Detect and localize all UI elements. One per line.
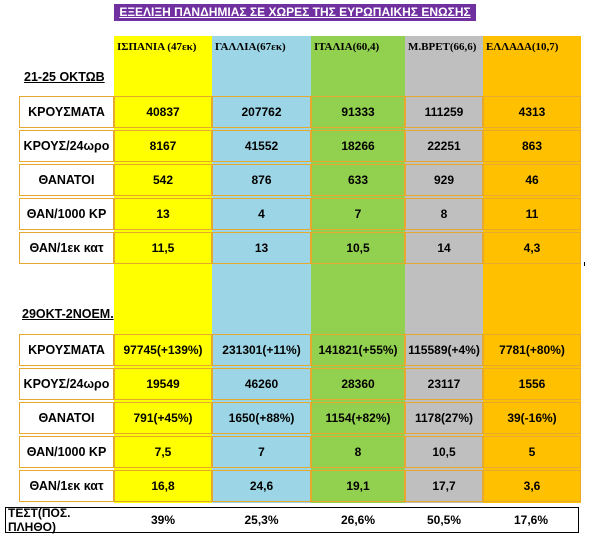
period1-row-label-cases: ΚΡΟΥΣΜΑΤΑ (19, 96, 114, 128)
period2-cases-24h-spain: 19549 (114, 368, 212, 400)
tests-value-france: 25,3% (244, 513, 279, 527)
tests-value-italy: 26,6% (340, 513, 376, 527)
period2-deaths-per-1000-cases-italy: 8 (311, 436, 405, 468)
period2-label: 29ΟΚΤ-2ΝΟΕΜ. (22, 307, 114, 321)
period2-deaths-per-1000-cases-spain: 7,5 (114, 436, 212, 468)
period2-deaths-uk: 1178(27%) (405, 402, 483, 434)
period1-cases-24h-italy: 18266 (311, 130, 405, 162)
tests-row-label: ΤΕΣΤ(ΠΟΣ. ΠΛΗΘΟ) (8, 506, 71, 534)
period1-deaths-per-million-spain: 11,5 (114, 232, 212, 264)
period1-cases-italy: 91333 (311, 96, 405, 128)
period1-cases-france: 207762 (212, 96, 311, 128)
period1-deaths-uk: 929 (405, 164, 483, 196)
country-header-greece: ΕΛΛΑΔΑ(10,7) (486, 41, 559, 53)
period2-deaths-per-million-greece: 3,6 (483, 470, 581, 502)
period2-deaths-per-million-uk: 17,7 (405, 470, 483, 502)
period1-cases-24h-france: 41552 (212, 130, 311, 162)
period1-cases-24h-greece: 863 (483, 130, 581, 162)
period2-row-label-deaths-per-1000-cases: ΘΑΝ/1000 ΚΡ (19, 436, 114, 468)
period1-deaths-per-1000-cases-uk: 8 (405, 198, 483, 230)
period2-deaths-per-1000-cases-france: 7 (212, 436, 311, 468)
period1-deaths-per-million-greece: 4,3 (483, 232, 581, 264)
period2-cases-24h-italy: 28360 (311, 368, 405, 400)
period2-deaths-greece: 39(-16%) (483, 402, 581, 434)
period2-cases-24h-greece: 1556 (483, 368, 581, 400)
period1-cases-24h-uk: 22251 (405, 130, 483, 162)
period1-deaths-per-million-uk: 14 (405, 232, 483, 264)
period1-row-label-deaths: ΘΑΝΑΤΟΙ (19, 164, 114, 196)
period1-row-label-deaths-per-1000-cases: ΘΑΝ/1000 ΚΡ (19, 198, 114, 230)
section-gap (114, 265, 581, 331)
tests-value-spain: 39% (150, 513, 176, 527)
period1-label: 21-25 ΟΚΤΩΒ (24, 70, 105, 84)
period1-deaths-greece: 46 (483, 164, 581, 196)
period2-cases-uk: 115589(+4%) (405, 334, 483, 366)
period1-row-label-deaths-per-million: ΘΑΝ/1εκ κατ (19, 232, 114, 264)
period1-deaths-italy: 633 (311, 164, 405, 196)
period2-deaths-per-1000-cases-uk: 10,5 (405, 436, 483, 468)
period2-cases-france: 231301(+11%) (212, 334, 311, 366)
period2-cases-24h-uk: 23117 (405, 368, 483, 400)
period1-deaths-per-million-italy: 10,5 (311, 232, 405, 264)
period1-deaths-per-million-france: 13 (212, 232, 311, 264)
country-header-uk: Μ.ΒΡΕΤ(66,6) (408, 41, 477, 53)
period2-deaths-per-million-italy: 19,1 (311, 470, 405, 502)
period1-deaths-per-1000-cases-france: 4 (212, 198, 311, 230)
period2-deaths-per-1000-cases-greece: 5 (483, 436, 581, 468)
period2-deaths-per-million-france: 24,6 (212, 470, 311, 502)
period1-deaths-per-1000-cases-italy: 7 (311, 198, 405, 230)
period2-deaths-spain: 791(+45%) (114, 402, 212, 434)
period1-deaths-spain: 542 (114, 164, 212, 196)
period2-deaths-france: 1650(+88%) (212, 402, 311, 434)
period2-row-label-cases-24h: ΚΡΟΥΣ/24ωρο (19, 368, 114, 400)
period2-row-label-deaths-per-million: ΘΑΝ/1εκ κατ (19, 470, 114, 502)
period2-row-label-cases: ΚΡΟΥΣΜΑΤΑ (19, 334, 114, 366)
period1-cases-uk: 111259 (405, 96, 483, 128)
period2-cases-greece: 7781(+80%) (483, 334, 581, 366)
period2-row-label-deaths: ΘΑΝΑΤΟΙ (19, 402, 114, 434)
period1-deaths-per-1000-cases-spain: 13 (114, 198, 212, 230)
period1-cases-24h-spain: 8167 (114, 130, 212, 162)
country-header-france: ΓΑΛΛΙΑ(67εκ) (215, 41, 286, 53)
tests-value-greece: 17,6% (513, 513, 549, 527)
period2-cases-24h-france: 46260 (212, 368, 311, 400)
period1-deaths-per-1000-cases-greece: 11 (483, 198, 581, 230)
period2-deaths-italy: 1154(+82%) (311, 402, 405, 434)
period1-cases-greece: 4313 (483, 96, 581, 128)
tests-row (5, 507, 579, 533)
period1-cases-spain: 40837 (114, 96, 212, 128)
country-header-spain: ΙΣΠΑΝΙΑ (47εκ) (117, 41, 197, 53)
page-title: ΕΞΕΛΙΞΗ ΠΑΝΔΗΜΙΑΣ ΣΕ ΧΩΡΕΣ ΤΗΣ ΕΥΡΩΠΑΙΚΗ… (114, 4, 476, 21)
period2-cases-italy: 141821(+55%) (311, 334, 405, 366)
period2-deaths-per-million-spain: 16,8 (114, 470, 212, 502)
period2-cases-spain: 97745(+139%) (114, 334, 212, 366)
tests-value-uk: 50,5% (426, 513, 462, 527)
edge-tick (584, 262, 585, 266)
country-header-italy: ΙΤΑΛΙΑ(60,4) (314, 41, 380, 53)
period1-row-label-cases-24h: ΚΡΟΥΣ/24ωρο (19, 130, 114, 162)
period1-deaths-france: 876 (212, 164, 311, 196)
